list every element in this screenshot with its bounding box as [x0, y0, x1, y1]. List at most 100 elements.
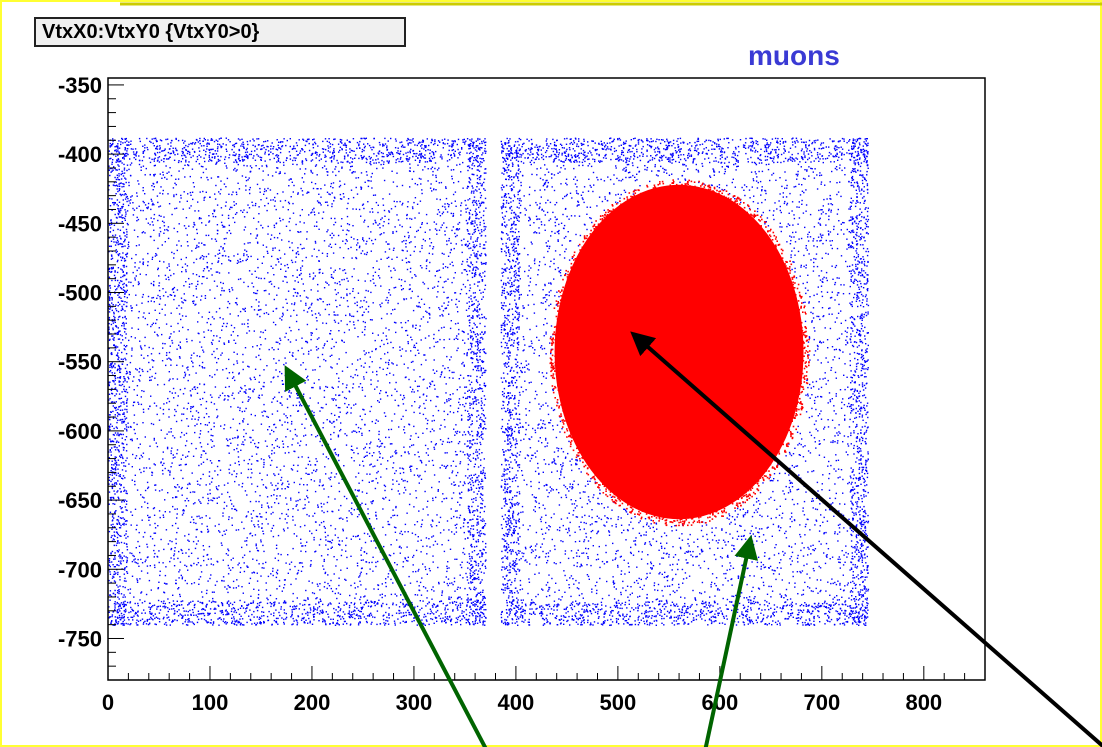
- blue-point: [158, 285, 160, 287]
- blue-point: [134, 277, 136, 279]
- blue-point: [157, 605, 159, 608]
- blue-point: [394, 451, 396, 453]
- blue-point: [131, 195, 133, 197]
- blue-point: [117, 338, 120, 340]
- blue-point: [140, 396, 142, 398]
- blue-point: [330, 485, 333, 487]
- blue-point: [389, 372, 391, 374]
- blue-point: [211, 462, 213, 464]
- blue-point: [395, 470, 397, 472]
- blue-point: [168, 371, 170, 373]
- blue-point: [228, 516, 230, 518]
- blue-point: [424, 145, 426, 147]
- blue-point: [298, 381, 300, 383]
- blue-point: [344, 272, 347, 274]
- blue-point: [450, 483, 453, 485]
- blue-point: [408, 261, 411, 263]
- blue-point: [189, 491, 192, 494]
- blue-point: [187, 379, 189, 382]
- blue-point: [318, 524, 321, 526]
- blue-point: [304, 413, 306, 415]
- blue-point: [181, 271, 183, 273]
- blue-point: [388, 613, 390, 615]
- blue-point: [211, 262, 213, 265]
- blue-point: [377, 470, 379, 473]
- blue-point: [189, 483, 191, 485]
- blue-point: [171, 621, 173, 623]
- blue-point: [476, 169, 478, 171]
- blue-point: [235, 302, 238, 304]
- blue-point: [318, 193, 320, 195]
- blue-point: [395, 452, 398, 454]
- blue-point: [118, 209, 120, 212]
- blue-point: [462, 451, 464, 453]
- blue-point: [122, 475, 125, 477]
- blue-point: [424, 157, 427, 159]
- blue-point: [446, 565, 448, 567]
- blue-point: [448, 313, 450, 315]
- blue-point: [257, 242, 259, 244]
- blue-point: [420, 460, 423, 462]
- blue-point: [194, 304, 196, 306]
- blue-point: [409, 226, 412, 228]
- blue-point: [144, 344, 146, 347]
- blue-point: [431, 420, 433, 422]
- blue-point: [164, 343, 166, 345]
- blue-point: [330, 182, 333, 185]
- blue-point: [256, 485, 259, 488]
- blue-point: [275, 498, 278, 500]
- blue-point: [372, 500, 374, 503]
- blue-point: [215, 163, 217, 165]
- blue-point: [249, 550, 251, 553]
- blue-point: [118, 397, 120, 400]
- blue-point: [263, 381, 265, 384]
- blue-point: [192, 295, 195, 297]
- blue-point: [114, 558, 116, 560]
- blue-point: [276, 573, 279, 575]
- blue-point: [204, 153, 207, 156]
- blue-point: [297, 250, 299, 253]
- blue-point: [187, 539, 189, 541]
- blue-point: [439, 215, 442, 217]
- blue-point: [222, 512, 224, 514]
- blue-point: [459, 587, 461, 589]
- blue-point: [413, 201, 415, 204]
- blue-point: [371, 480, 373, 482]
- blue-point: [407, 341, 409, 343]
- blue-point: [201, 516, 203, 519]
- blue-point: [465, 309, 468, 311]
- blue-point: [436, 296, 438, 298]
- blue-point: [364, 296, 366, 299]
- blue-point: [408, 424, 411, 426]
- blue-point: [428, 460, 430, 462]
- blue-point: [157, 599, 160, 602]
- blue-point: [436, 198, 438, 200]
- blue-point: [147, 252, 149, 255]
- blue-point: [292, 159, 294, 162]
- blue-point: [323, 586, 326, 588]
- blue-point: [181, 315, 184, 317]
- blue-point: [474, 473, 477, 476]
- blue-point: [314, 152, 317, 154]
- blue-point: [190, 395, 192, 397]
- blue-point: [293, 605, 296, 607]
- blue-point: [232, 331, 234, 333]
- blue-point: [325, 281, 327, 283]
- blue-point: [457, 322, 459, 324]
- blue-point: [366, 443, 368, 445]
- blue-point: [218, 272, 221, 274]
- blue-point: [455, 454, 457, 456]
- blue-point: [352, 387, 354, 389]
- blue-point: [380, 305, 382, 308]
- blue-point: [224, 162, 226, 164]
- blue-point: [424, 490, 426, 493]
- blue-point: [404, 376, 407, 379]
- blue-point: [464, 386, 466, 388]
- blue-point: [288, 451, 290, 454]
- blue-point: [315, 436, 317, 438]
- blue-point: [134, 483, 136, 486]
- blue-point: [230, 559, 232, 561]
- blue-point: [146, 546, 149, 548]
- blue-point: [149, 379, 151, 382]
- blue-point: [141, 602, 144, 604]
